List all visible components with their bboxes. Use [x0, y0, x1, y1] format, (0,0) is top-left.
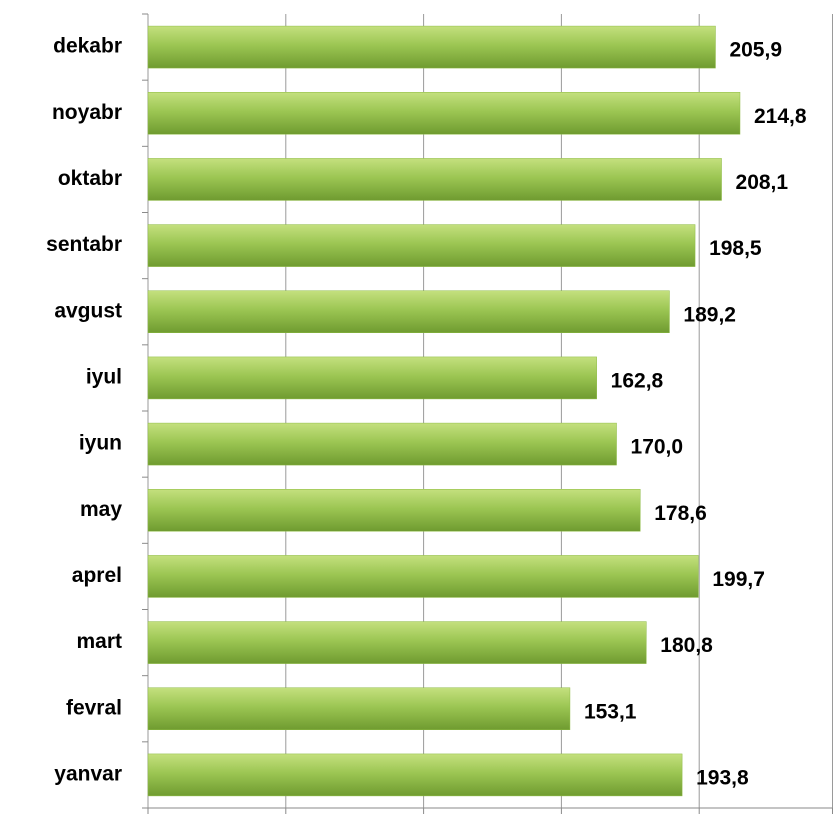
value-label: 178,6: [654, 502, 707, 525]
value-label: 193,8: [696, 766, 749, 789]
category-label: sentabr: [46, 233, 122, 256]
bar: [147, 356, 597, 400]
category-label: avgust: [54, 299, 122, 322]
category-label: may: [80, 498, 122, 521]
bar: [147, 158, 722, 201]
bar: [147, 290, 670, 333]
bar: [147, 621, 647, 664]
category-label: iyun: [79, 432, 122, 455]
value-label: 162,8: [611, 369, 664, 392]
bar: [147, 92, 741, 135]
value-label: 214,8: [754, 105, 807, 128]
bar: [147, 753, 683, 797]
bar: [147, 687, 571, 730]
value-label: 208,1: [736, 171, 789, 194]
value-label: 189,2: [683, 303, 736, 326]
category-label: yanvar: [54, 762, 122, 785]
category-label: mart: [76, 630, 122, 653]
category-label: aprel: [72, 564, 122, 587]
bar: [147, 489, 641, 532]
value-label: 198,5: [709, 237, 762, 260]
bar: [147, 555, 699, 598]
bar: [147, 224, 696, 267]
value-label: 205,9: [729, 39, 782, 62]
category-label: dekabr: [53, 35, 122, 58]
bar: [147, 422, 617, 466]
category-label: iyul: [86, 365, 122, 388]
value-label: 180,8: [660, 634, 713, 657]
category-label: oktabr: [58, 167, 122, 190]
value-label: 199,7: [712, 568, 765, 591]
bar: [147, 25, 716, 69]
value-label: 153,1: [584, 700, 637, 723]
category-label: fevral: [66, 696, 122, 719]
category-label: noyabr: [52, 101, 122, 124]
value-label: 170,0: [631, 436, 684, 459]
